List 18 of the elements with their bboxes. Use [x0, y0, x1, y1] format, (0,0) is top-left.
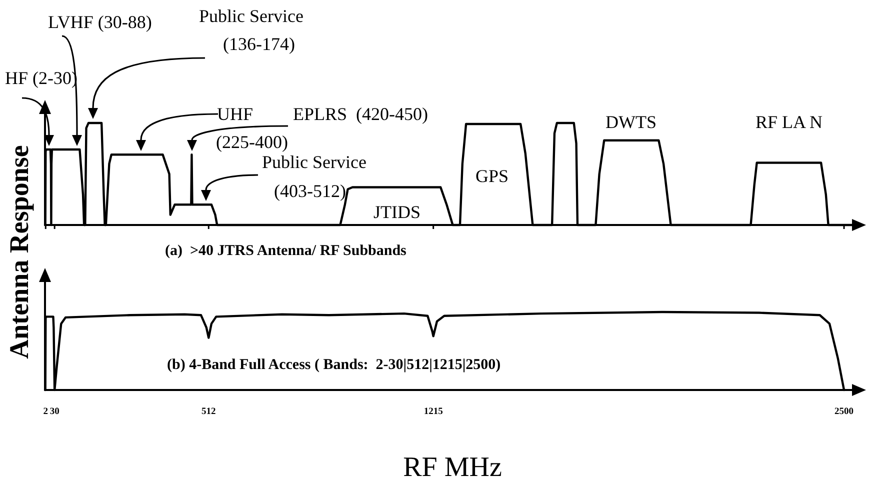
annotation: GPS — [475, 166, 509, 186]
text: (b) 4-Band Full Access ( Bands: 2-30|512|1215|2500) — [167, 357, 501, 373]
text: Public Service (136-174) — [199, 6, 304, 54]
y-axis-title: Antenna Response — [4, 145, 34, 359]
x-tick-label: 2500 — [834, 407, 854, 417]
annotation: DWTS — [606, 112, 656, 132]
annotation: Public Service (403-512) — [262, 152, 366, 201]
x-axis-title: RF MHz — [403, 452, 502, 483]
annotation: RF LA N — [755, 112, 823, 132]
x-tick-label: 30 — [50, 407, 60, 417]
text: LVHF (30-88) — [48, 12, 152, 32]
x-tick-label: 2 — [43, 407, 48, 417]
annotation: JTIDS — [373, 202, 421, 222]
x-tick-label: 512 — [202, 407, 216, 417]
text: (a) >40 JTRS Antenna/ RF Subbands — [165, 243, 407, 259]
annotation: EPLRS (420-450) — [293, 104, 428, 124]
x-tick-label: 1215 — [424, 407, 444, 417]
annotation: UHF (225-400) — [216, 104, 288, 152]
